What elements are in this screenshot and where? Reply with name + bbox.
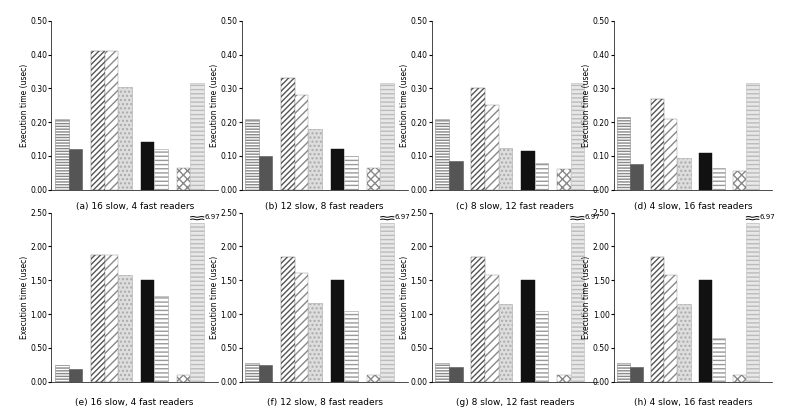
Text: (b) 12 slow, 8 fast readers: (b) 12 slow, 8 fast readers bbox=[265, 201, 384, 211]
Bar bbox=[141, 143, 154, 190]
Bar bbox=[746, 223, 760, 382]
Bar bbox=[105, 51, 118, 190]
Bar bbox=[617, 363, 630, 382]
Bar bbox=[141, 280, 154, 382]
Bar bbox=[746, 83, 760, 190]
Bar bbox=[617, 117, 630, 190]
Bar bbox=[471, 256, 485, 382]
Text: (d) 4 slow, 16 fast readers: (d) 4 slow, 16 fast readers bbox=[634, 201, 752, 211]
Bar bbox=[485, 105, 498, 190]
Bar bbox=[570, 223, 584, 382]
Bar bbox=[308, 302, 322, 382]
Bar bbox=[498, 304, 512, 382]
Bar bbox=[345, 156, 358, 190]
Bar bbox=[435, 119, 449, 190]
Bar bbox=[733, 171, 746, 190]
Bar bbox=[118, 87, 132, 190]
Bar bbox=[295, 274, 308, 382]
Bar bbox=[367, 168, 380, 190]
Y-axis label: Execution time (usec): Execution time (usec) bbox=[400, 64, 409, 147]
Text: (e) 16 slow, 4 fast readers: (e) 16 slow, 4 fast readers bbox=[75, 399, 194, 407]
Bar bbox=[331, 280, 345, 382]
Bar bbox=[712, 168, 725, 190]
Bar bbox=[154, 296, 168, 382]
Bar bbox=[281, 78, 295, 190]
Bar bbox=[557, 169, 570, 190]
Bar bbox=[712, 338, 725, 382]
Bar bbox=[485, 276, 498, 382]
Bar bbox=[570, 83, 584, 190]
Bar bbox=[664, 119, 677, 190]
Bar bbox=[69, 149, 82, 190]
Text: 6.97: 6.97 bbox=[205, 214, 220, 219]
Bar bbox=[630, 164, 643, 190]
Bar bbox=[699, 280, 712, 382]
Bar bbox=[259, 156, 272, 190]
Bar bbox=[733, 375, 746, 382]
Bar bbox=[380, 223, 394, 382]
Text: 6.97: 6.97 bbox=[585, 214, 600, 219]
Bar bbox=[69, 369, 82, 382]
Bar bbox=[281, 256, 295, 382]
Bar bbox=[190, 83, 204, 190]
Bar bbox=[664, 276, 677, 382]
Bar bbox=[91, 254, 105, 382]
Bar bbox=[295, 95, 308, 190]
Y-axis label: Execution time (usec): Execution time (usec) bbox=[20, 256, 29, 339]
Bar bbox=[177, 168, 190, 190]
Bar bbox=[677, 304, 691, 382]
Bar bbox=[380, 83, 394, 190]
Bar bbox=[651, 256, 664, 382]
Bar bbox=[259, 365, 272, 382]
Bar bbox=[118, 276, 132, 382]
Bar bbox=[91, 51, 105, 190]
Bar bbox=[245, 363, 259, 382]
Y-axis label: Execution time (usec): Execution time (usec) bbox=[582, 256, 592, 339]
Bar bbox=[449, 367, 463, 382]
Bar bbox=[471, 88, 485, 190]
Text: (f) 12 slow, 8 fast readers: (f) 12 slow, 8 fast readers bbox=[267, 399, 383, 407]
Y-axis label: Execution time (usec): Execution time (usec) bbox=[400, 256, 409, 339]
Text: (h) 4 slow, 16 fast readers: (h) 4 slow, 16 fast readers bbox=[634, 399, 752, 407]
Bar bbox=[331, 149, 345, 190]
Bar bbox=[435, 363, 449, 382]
Bar bbox=[557, 375, 570, 382]
Bar bbox=[651, 98, 664, 190]
Y-axis label: Execution time (usec): Execution time (usec) bbox=[210, 256, 219, 339]
Bar bbox=[449, 161, 463, 190]
Text: 6.97: 6.97 bbox=[760, 214, 775, 219]
Y-axis label: Execution time (usec): Execution time (usec) bbox=[210, 64, 219, 147]
Bar bbox=[245, 119, 259, 190]
Text: (c) 8 slow, 12 fast readers: (c) 8 slow, 12 fast readers bbox=[456, 201, 573, 211]
Bar bbox=[105, 254, 118, 382]
Bar bbox=[699, 153, 712, 190]
Bar bbox=[345, 311, 358, 382]
Bar bbox=[677, 158, 691, 190]
Bar bbox=[154, 149, 168, 190]
Bar bbox=[630, 367, 643, 382]
Bar bbox=[177, 375, 190, 382]
Bar bbox=[367, 375, 380, 382]
Y-axis label: Execution time (usec): Execution time (usec) bbox=[20, 64, 29, 147]
Bar bbox=[190, 223, 204, 382]
Text: (a) 16 slow, 4 fast readers: (a) 16 slow, 4 fast readers bbox=[75, 201, 194, 211]
Bar bbox=[55, 364, 69, 382]
Bar bbox=[535, 163, 548, 190]
Bar bbox=[535, 311, 548, 382]
Text: 6.97: 6.97 bbox=[395, 214, 410, 219]
Bar bbox=[521, 280, 535, 382]
Bar bbox=[55, 119, 69, 190]
Y-axis label: Execution time (usec): Execution time (usec) bbox=[582, 64, 592, 147]
Bar bbox=[498, 148, 512, 190]
Bar bbox=[521, 151, 535, 190]
Text: (g) 8 slow, 12 fast readers: (g) 8 slow, 12 fast readers bbox=[455, 399, 574, 407]
Bar bbox=[308, 129, 322, 190]
